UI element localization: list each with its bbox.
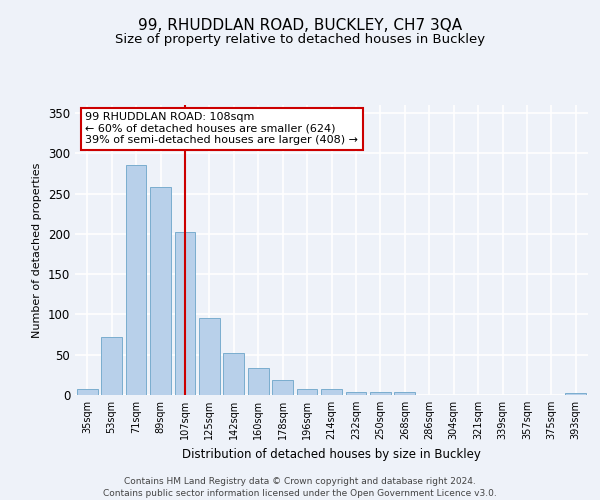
Bar [248, 368, 269, 395]
Bar [175, 232, 196, 395]
Bar [394, 392, 415, 395]
Bar [77, 388, 98, 395]
Text: 99 RHUDDLAN ROAD: 108sqm
← 60% of detached houses are smaller (624)
39% of semi-: 99 RHUDDLAN ROAD: 108sqm ← 60% of detach… [85, 112, 358, 146]
Text: Contains HM Land Registry data © Crown copyright and database right 2024.: Contains HM Land Registry data © Crown c… [124, 478, 476, 486]
X-axis label: Distribution of detached houses by size in Buckley: Distribution of detached houses by size … [182, 448, 481, 460]
Bar [370, 392, 391, 395]
Text: 99, RHUDDLAN ROAD, BUCKLEY, CH7 3QA: 99, RHUDDLAN ROAD, BUCKLEY, CH7 3QA [138, 18, 462, 32]
Bar [565, 392, 586, 395]
Text: Contains public sector information licensed under the Open Government Licence v3: Contains public sector information licen… [103, 489, 497, 498]
Bar [199, 318, 220, 395]
Bar [272, 380, 293, 395]
Bar [223, 353, 244, 395]
Bar [296, 388, 317, 395]
Text: Size of property relative to detached houses in Buckley: Size of property relative to detached ho… [115, 32, 485, 46]
Bar [125, 166, 146, 395]
Bar [150, 187, 171, 395]
Y-axis label: Number of detached properties: Number of detached properties [32, 162, 43, 338]
Bar [321, 388, 342, 395]
Bar [101, 337, 122, 395]
Bar [346, 392, 367, 395]
